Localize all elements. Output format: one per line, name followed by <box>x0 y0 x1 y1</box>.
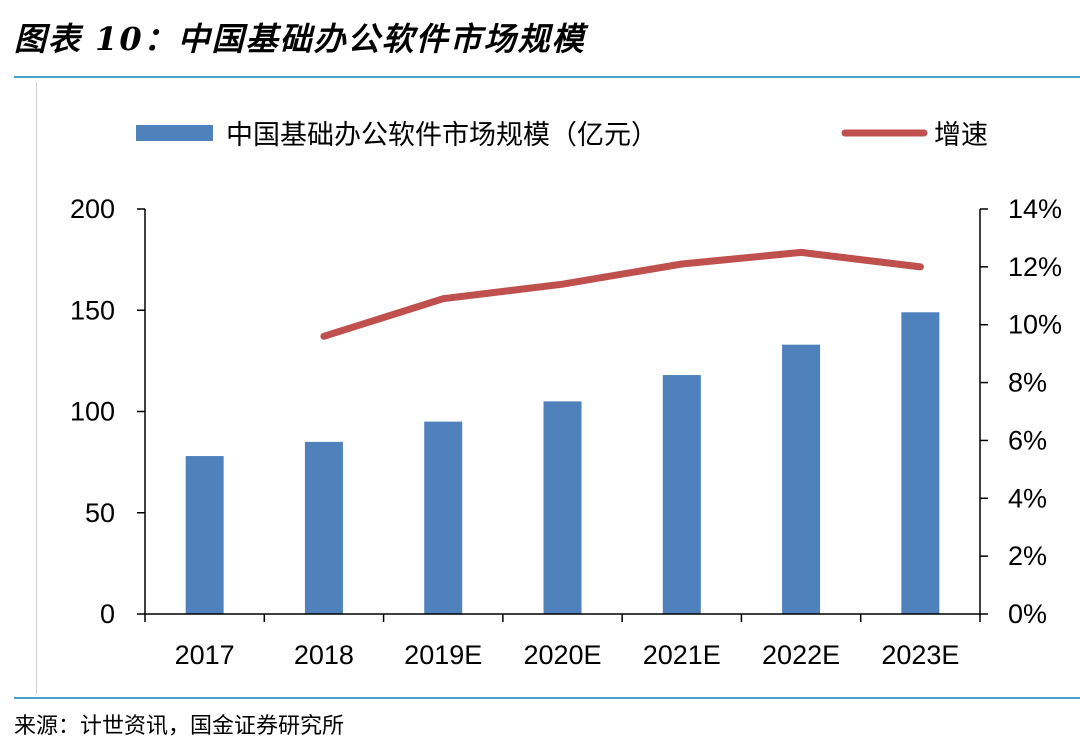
figure-title: 图表 10：中国基础办公软件市场规模 <box>14 20 586 58</box>
bar-2022E <box>782 344 821 614</box>
x-tick-label: 2020E <box>523 640 601 670</box>
right-tick-label: 10% <box>1008 310 1062 340</box>
x-tick-label: 2019E <box>404 640 482 670</box>
x-tick-label: 2021E <box>643 640 721 670</box>
right-tick-label: 2% <box>1008 541 1047 571</box>
left-tick-label: 100 <box>70 397 115 427</box>
right-tick-label: 12% <box>1008 252 1062 282</box>
chart-area: 0 50 100 150 200 0% 2% 4% 6% 8% 10% 12% 14% 2017 2018 2… <box>70 120 1062 670</box>
legend-bar-swatch <box>136 125 213 141</box>
bar-2017 <box>185 456 224 614</box>
source-note: 来源：计世资讯，国金证券研究所 <box>14 714 345 739</box>
legend-line-label: 增速 <box>934 120 988 151</box>
right-tick-label: 8% <box>1008 368 1047 398</box>
x-tick-label: 2023E <box>881 640 959 670</box>
bar-2020E <box>543 401 582 614</box>
left-tick-label: 0 <box>100 599 115 629</box>
right-tick-label: 14% <box>1008 194 1062 224</box>
bar-2021E <box>662 375 701 614</box>
x-tick-label: 2022E <box>762 640 840 670</box>
growth-line <box>320 248 924 340</box>
chart-frame-border <box>36 82 37 694</box>
source-separator <box>14 697 1080 699</box>
left-tick-label: 200 <box>70 194 115 224</box>
bar-2018 <box>304 441 343 614</box>
left-tick-label: 150 <box>70 295 115 325</box>
bar-2019E <box>424 421 463 614</box>
left-tick-label: 50 <box>85 498 115 528</box>
right-tick-label: 4% <box>1008 483 1047 513</box>
legend-bar-label: 中国基础办公软件市场规模（亿元） <box>226 120 658 151</box>
right-tick-label: 0% <box>1008 599 1047 629</box>
x-tick-label: 2017 <box>175 640 235 670</box>
bar-2023E <box>901 312 940 614</box>
title-underline <box>14 76 1080 78</box>
right-tick-label: 6% <box>1008 425 1047 455</box>
x-tick-label: 2018 <box>294 640 354 670</box>
